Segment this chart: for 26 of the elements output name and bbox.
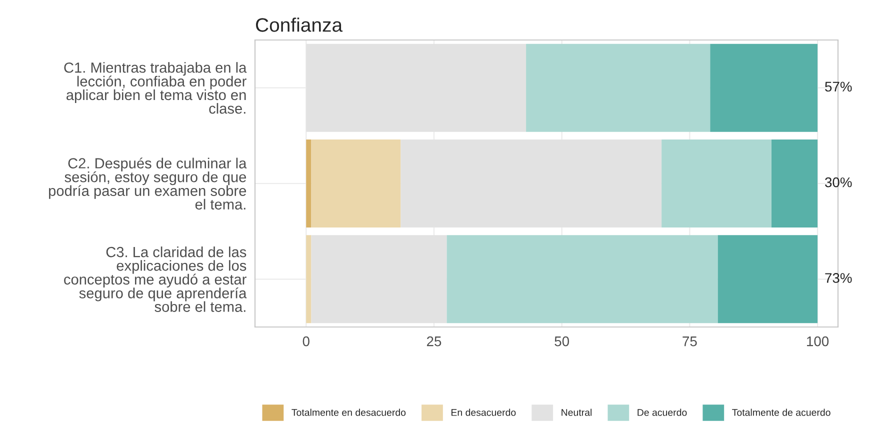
x-tick-label: 0	[302, 336, 310, 346]
annotation: 57%	[825, 82, 852, 92]
x-tick-label: 25	[426, 336, 442, 346]
legend-label: Totalmente de acuerdo	[732, 408, 830, 416]
legend-label: De acuerdo	[638, 408, 687, 416]
bar	[526, 44, 710, 132]
bar	[718, 235, 818, 324]
x-tick-label: 75	[682, 336, 697, 346]
annotation: 30%	[825, 177, 852, 188]
bar	[662, 139, 772, 228]
bar	[710, 44, 818, 132]
bar	[311, 139, 401, 228]
bar	[446, 235, 718, 324]
bar	[306, 235, 312, 324]
legend-label: Totalmente en desacuerdo	[292, 408, 406, 416]
annotation: 73%	[825, 273, 852, 283]
y-tick-label: C3. La claridad de las explicaciones de los conceptos me ayudó a estar seguro de que aprendería sobre el tema.	[64, 246, 247, 312]
bar	[306, 139, 312, 228]
chart-title: Confianza	[256, 18, 343, 32]
legend-label: Neutral	[562, 408, 592, 416]
x-tick-label: 100	[807, 336, 829, 346]
x-tick-label: 50	[554, 336, 570, 346]
y-tick-label: C2. Después de culminar la sesión, estoy seguro de que podría pasar un examen sobre el tema.	[49, 158, 247, 210]
bar	[772, 139, 818, 228]
legend-label: En desacuerdo	[452, 408, 516, 416]
y-tick-label: C1. Mientras trabajaba en la lección, confiaba en poder aplicar bien el tema visto en clase.	[64, 62, 247, 114]
